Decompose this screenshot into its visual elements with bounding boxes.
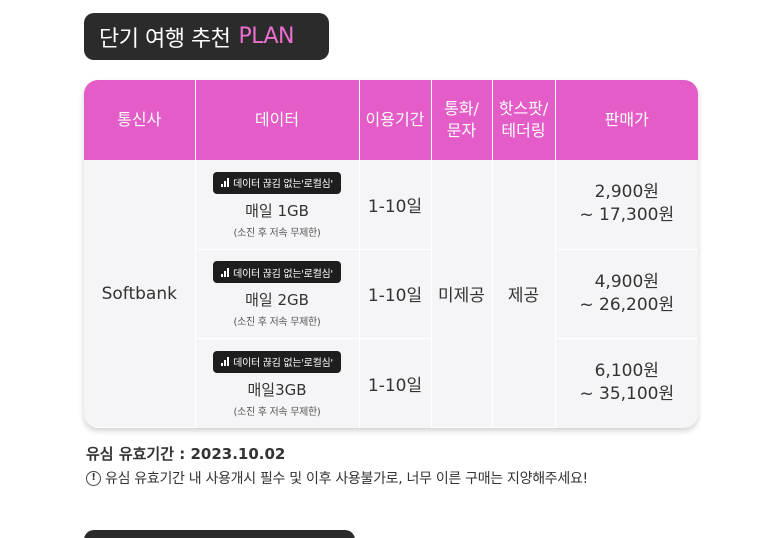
price-from: 6,100원 <box>594 361 659 382</box>
local-sim-badge: 데이터 끊김 없는'로컬심' <box>213 171 341 194</box>
period-cell: 1-10일 <box>359 160 432 250</box>
header-call-sms: 통화/ 문자 <box>431 80 493 160</box>
hotspot-cell: 제공 <box>492 160 556 428</box>
daily-data: 매일3GB <box>247 380 307 399</box>
data-cell: 데이터 끊김 없는'로컬심' 매일3GB (소진 후 저속 무제한) <box>195 338 360 428</box>
price-cell: 2,900원 ~ 17,300원 <box>555 160 698 250</box>
data-note: (소진 후 저속 무제한) <box>233 317 321 329</box>
call-sms-cell: 미제공 <box>431 160 493 428</box>
section-title-badge: 단기 여행 추천 PLAN <box>84 13 329 60</box>
table-row: Softbank 데이터 끊김 없는'로컬심' 매일 1GB (소진 후 저속 … <box>84 160 698 428</box>
header-period: 이용기간 <box>359 80 432 160</box>
warning-icon: ! <box>86 470 101 486</box>
badge-label: 데이터 끊김 없는'로컬심' <box>233 358 333 370</box>
header-price: 판매가 <box>555 80 698 160</box>
price-to: ~ 17,300원 <box>579 205 675 226</box>
header-call-sms-line1: 통화/ <box>444 99 479 118</box>
price-to: ~ 35,100원 <box>579 384 675 405</box>
plan-table: 통신사 데이터 이용기간 통화/ 문자 핫스팟/ 테더링 판매가 Softban… <box>84 80 698 428</box>
price-from: 2,900원 <box>594 182 659 203</box>
signal-bars-icon <box>221 178 230 188</box>
badge-label: 데이터 끊김 없는'로컬심' <box>233 179 333 191</box>
usage-notice: ! 유심 유효기간 내 사용개시 필수 및 이후 사용불가로, 너무 이른 구매… <box>86 468 588 488</box>
local-sim-badge: 데이터 끊김 없는'로컬심' <box>213 350 341 373</box>
header-call-sms-line2: 문자 <box>446 121 477 140</box>
data-note: (소진 후 저속 무제한) <box>233 227 321 239</box>
period-cell: 1-10일 <box>359 338 432 428</box>
data-cell: 데이터 끊김 없는'로컬심' 매일 2GB (소진 후 저속 무제한) <box>195 249 360 339</box>
daily-data: 매일 2GB <box>245 291 309 310</box>
next-section-title-badge <box>84 530 355 538</box>
plan-table-card: 통신사 데이터 이용기간 통화/ 문자 핫스팟/ 테더링 판매가 Softban… <box>84 80 698 428</box>
data-note: (소진 후 저속 무제한) <box>233 406 321 418</box>
data-cell: 데이터 끊김 없는'로컬심' 매일 1GB (소진 후 저속 무제한) <box>195 160 360 250</box>
header-data: 데이터 <box>195 80 360 160</box>
price-cell: 4,900원 ~ 26,200원 <box>555 249 698 339</box>
section-title: 단기 여행 추천 <box>99 26 231 52</box>
price-from: 4,900원 <box>594 271 659 292</box>
header-hotspot-line1: 핫스팟/ <box>498 99 549 118</box>
table-row: 데이터 끊김 없는'로컬심' 매일 2GB (소진 후 저속 무제한) 1-10… <box>84 249 698 339</box>
price-to: ~ 26,200원 <box>579 294 675 315</box>
signal-bars-icon <box>221 267 230 277</box>
local-sim-badge: 데이터 끊김 없는'로컬심' <box>213 261 341 284</box>
period-cell: 1-10일 <box>359 249 432 339</box>
header-hotspot-line2: 테더링 <box>501 121 546 140</box>
sim-validity: 유심 유효기간 : 2023.10.02 <box>86 445 286 463</box>
signal-bars-icon <box>221 357 230 367</box>
carrier-cell: Softbank <box>84 160 196 428</box>
header-carrier: 통신사 <box>84 80 196 160</box>
notice-text: 유심 유효기간 내 사용개시 필수 및 이후 사용불가로, 너무 이른 구매는 … <box>105 471 588 487</box>
table-row: 데이터 끊김 없는'로컬심' 매일3GB (소진 후 저속 무제한) 1-10일… <box>84 338 698 428</box>
table-header-row: 통신사 데이터 이용기간 통화/ 문자 핫스팟/ 테더링 판매가 <box>84 80 698 160</box>
daily-data: 매일 1GB <box>245 201 309 220</box>
section-title-accent: PLAN <box>238 24 294 49</box>
badge-label: 데이터 끊김 없는'로컬심' <box>233 268 333 280</box>
header-hotspot: 핫스팟/ 테더링 <box>492 80 556 160</box>
price-cell: 6,100원 ~ 35,100원 <box>555 338 698 427</box>
